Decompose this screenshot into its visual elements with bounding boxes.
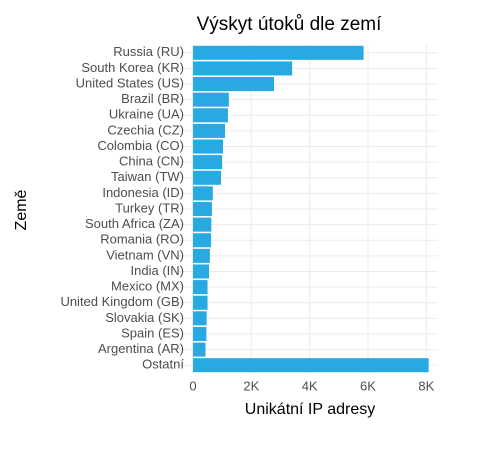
- y-tick-label: Brazil (BR): [121, 91, 184, 106]
- bar: [192, 248, 210, 263]
- y-tick-label: Spain (ES): [121, 325, 184, 340]
- bar: [192, 123, 226, 138]
- bar: [192, 280, 208, 295]
- y-axis-title: Země: [13, 189, 30, 230]
- bar: [192, 326, 207, 341]
- y-tick-label: China (CN): [119, 154, 184, 169]
- x-axis-title: Unikátní IP adresy: [245, 401, 375, 418]
- bar: [192, 342, 206, 357]
- bar: [192, 139, 224, 154]
- y-tick-label: Romania (RO): [100, 232, 184, 247]
- y-tick-label: Turkey (TR): [115, 200, 184, 215]
- bar: [192, 311, 207, 326]
- y-tick-label: Czechia (CZ): [107, 122, 184, 137]
- bar: [192, 217, 212, 232]
- bar: [192, 264, 210, 279]
- x-tick-label: 4K: [302, 378, 318, 393]
- y-tick-label: Vietnam (VN): [106, 247, 184, 262]
- y-tick-label: South Africa (ZA): [85, 216, 184, 231]
- y-tick-label: United States (US): [76, 75, 184, 90]
- bar: [192, 170, 221, 185]
- y-tick-label: Mexico (MX): [111, 279, 184, 294]
- y-tick-label: Ukraine (UA): [109, 107, 184, 122]
- y-tick-label: South Korea (KR): [81, 60, 184, 75]
- bar: [192, 77, 275, 92]
- y-tick-label: Argentina (AR): [98, 341, 184, 356]
- x-tick-label: 8K: [418, 378, 434, 393]
- bar: [192, 45, 364, 60]
- bar: [192, 108, 228, 123]
- bar: [192, 92, 229, 107]
- bar: [192, 233, 212, 248]
- x-tick-label: 0: [189, 378, 196, 393]
- chart-title: Výskyt útoků dle zemí: [197, 14, 383, 35]
- x-tick-label: 2K: [243, 378, 259, 393]
- y-tick-label: United Kingdom (GB): [60, 294, 184, 309]
- y-tick-label: Colombia (CO): [97, 138, 184, 153]
- x-tick-label: 6K: [360, 378, 376, 393]
- bar: [192, 358, 429, 373]
- bar: [192, 201, 212, 217]
- y-tick-label: Ostatní: [142, 357, 184, 372]
- y-tick-label: India (IN): [131, 263, 184, 278]
- y-tick-label: Slovakia (SK): [105, 310, 184, 325]
- y-tick-label: Taiwan (TW): [111, 169, 184, 184]
- bar: [192, 155, 223, 170]
- bar: [192, 186, 213, 201]
- y-tick-label: Indonesia (ID): [102, 185, 184, 200]
- bar: [192, 295, 208, 310]
- y-tick-label: Russia (RU): [113, 44, 184, 59]
- bar: [192, 61, 293, 76]
